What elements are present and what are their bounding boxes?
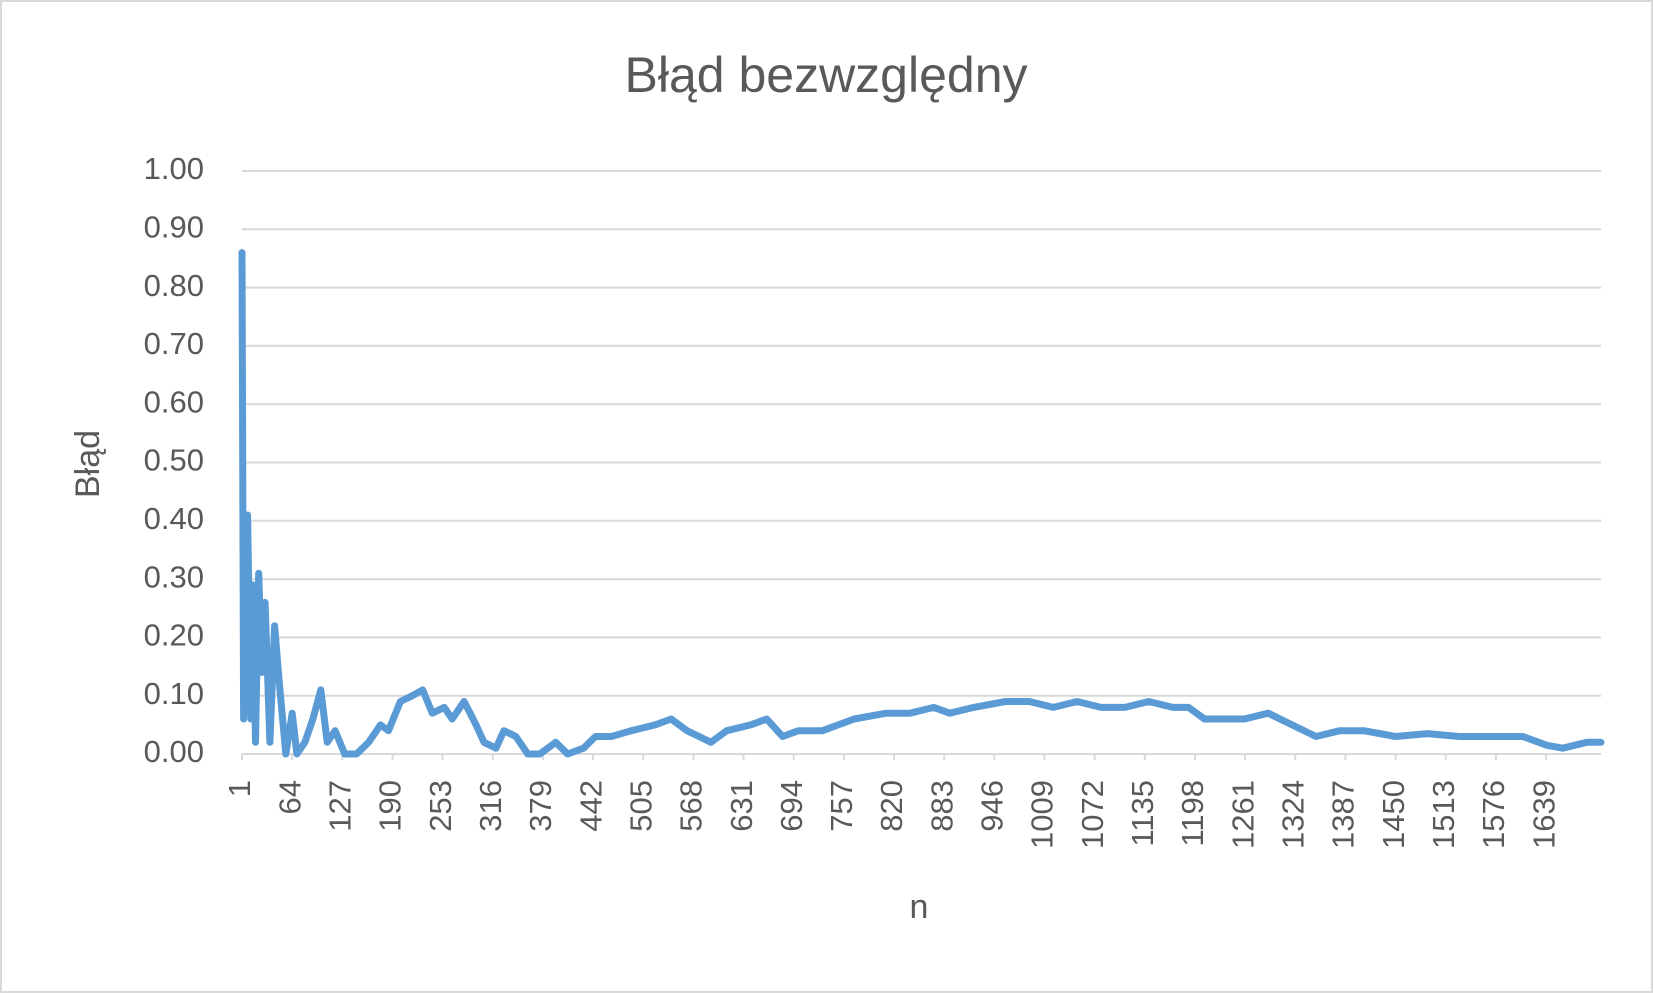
x-tick-label: 1450 [1376,780,1411,849]
x-tick-label: 1135 [1125,780,1160,847]
y-tick-label: 0.30 [144,559,204,594]
x-axis-label: n [910,888,929,926]
y-tick-label: 0.90 [144,209,204,244]
y-tick-label: 0.50 [144,443,204,478]
x-tick-label: 757 [824,780,859,832]
x-tick-label: 505 [623,780,658,832]
x-tick-label: 1576 [1476,780,1511,849]
x-tick-label: 1639 [1526,780,1561,849]
x-tick-label: 883 [924,780,959,832]
x-tick-label: 64 [272,780,307,814]
x-tick-label: 820 [874,780,909,832]
x-tick-label: 1 [222,780,257,797]
x-tick-label: 694 [774,780,809,832]
chart-title: Błąd bezwzględny [624,47,1027,103]
x-tick-label: 1324 [1275,780,1310,849]
x-tick-label: 1198 [1175,780,1210,847]
y-tick-label: 0.00 [144,734,204,769]
x-tick-label: 442 [573,780,608,832]
y-tick-label: 0.20 [144,618,204,653]
x-tick-label: 379 [523,780,558,832]
x-tick-label: 946 [975,780,1010,832]
x-tick-label: 316 [473,780,508,832]
x-tick-label: 253 [423,780,458,832]
x-tick-label: 1387 [1326,780,1361,849]
y-tick-label: 1.00 [144,151,204,186]
y-tick-label: 0.70 [144,326,204,361]
y-tick-label: 0.60 [144,384,204,419]
x-tick-label: 1009 [1025,780,1060,849]
x-tick-label: 631 [724,780,759,832]
y-axis-label: Błąd [69,430,107,498]
x-tick-label: 568 [674,780,709,832]
y-tick-label: 0.10 [144,676,204,711]
x-tick-label: 127 [323,780,358,832]
x-tick-label: 1261 [1225,780,1260,849]
x-tick-label: 190 [373,780,408,832]
y-tick-label: 0.40 [144,501,204,536]
y-tick-label: 0.80 [144,268,204,303]
data-line [238,249,1605,758]
x-tick-label: 1513 [1426,780,1461,849]
x-tick-label: 1072 [1075,780,1110,849]
